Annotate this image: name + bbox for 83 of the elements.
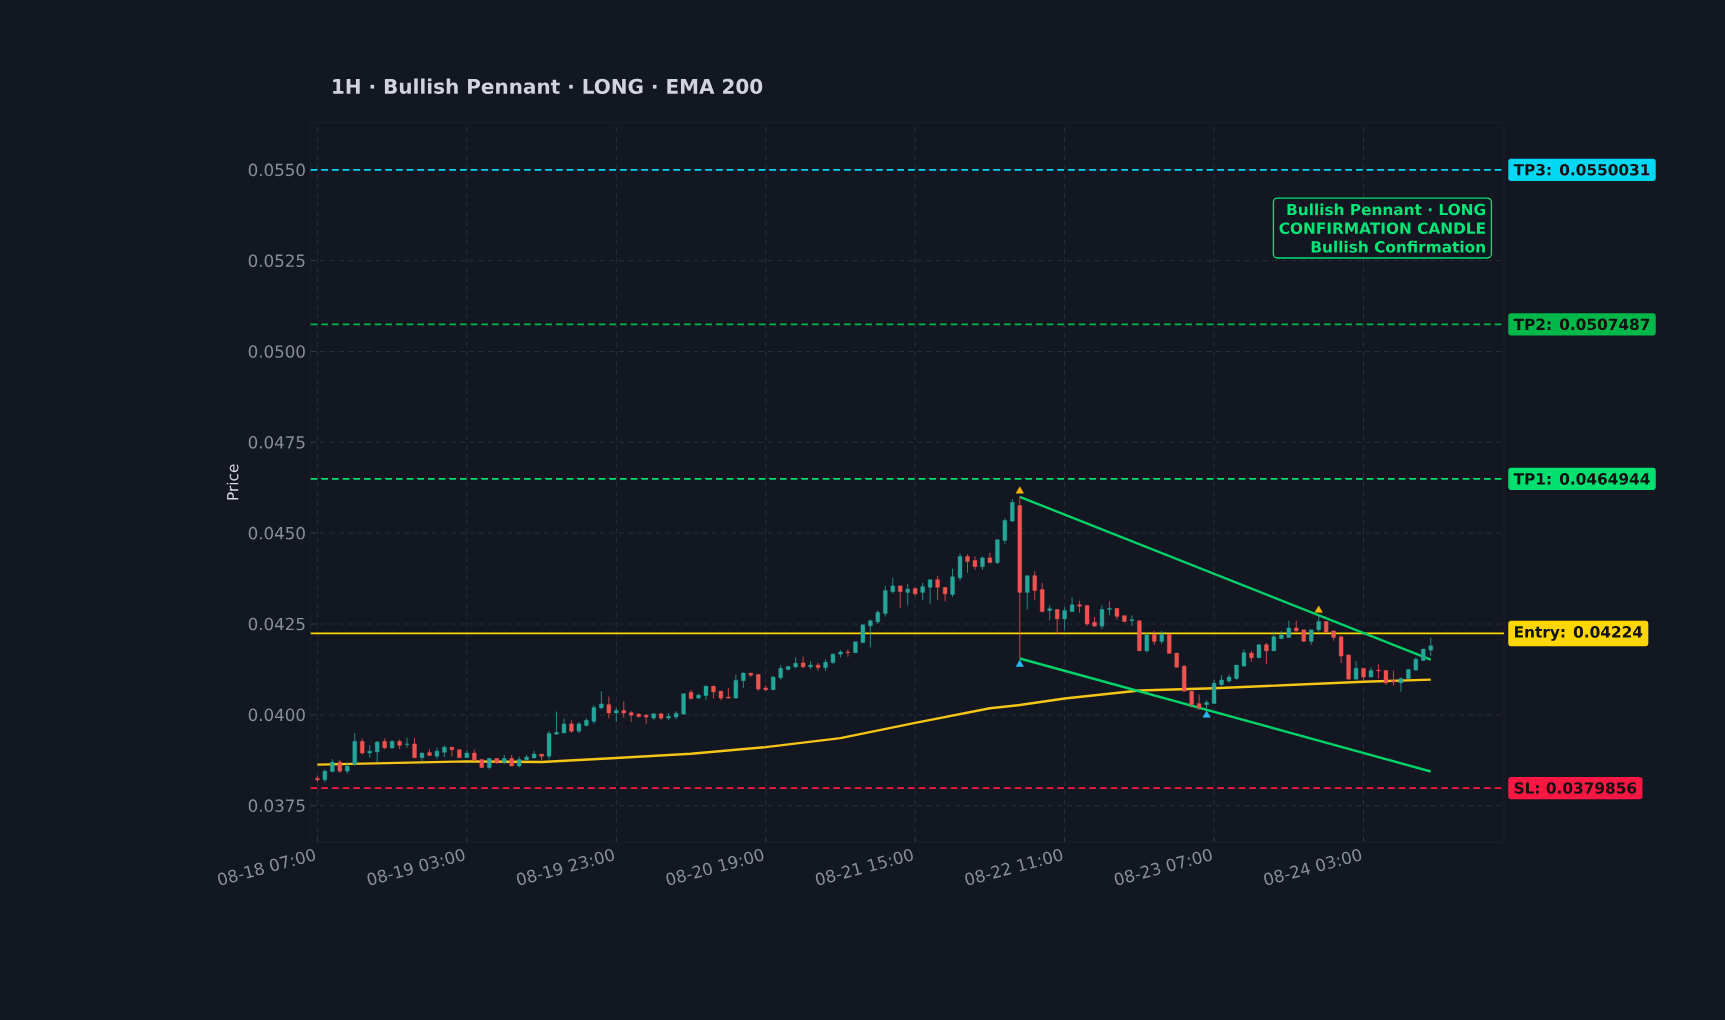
candlestick xyxy=(1398,677,1404,692)
y-tick-label: 0.0425 xyxy=(248,617,305,631)
candlestick xyxy=(1002,517,1007,545)
candlestick xyxy=(815,662,821,672)
y-tick-label: 0.0550 xyxy=(248,163,305,177)
candlestick xyxy=(554,711,559,736)
candlestick xyxy=(1032,570,1037,601)
candlestick xyxy=(367,744,372,759)
candlestick xyxy=(957,553,963,582)
annotation: Bullish Pennant · LONG xyxy=(1287,203,1485,216)
x-tick-label: 08-24 03:00 xyxy=(1264,848,1362,886)
candlestick xyxy=(1376,663,1381,679)
candlestick xyxy=(845,649,851,658)
candlestick xyxy=(898,585,903,609)
candlestick xyxy=(942,586,948,602)
chart-title: 1H · Bullish Pennant · LONG · EMA 200 xyxy=(333,78,763,94)
candlestick xyxy=(1264,642,1269,665)
candlestick xyxy=(673,710,679,720)
y-tick-label: 0.0475 xyxy=(248,436,305,449)
y-tick-label: 0.0400 xyxy=(248,708,305,722)
candlestick xyxy=(1010,498,1015,522)
ref-line-label: TP1: 0.0464944 xyxy=(1513,473,1650,485)
candlestick xyxy=(965,553,970,574)
candlestick xyxy=(1069,596,1075,613)
x-tick-label: 08-21 15:00 xyxy=(815,848,913,886)
candlestick xyxy=(1144,632,1149,654)
candlestick xyxy=(868,619,873,649)
candlestick xyxy=(1211,679,1217,704)
candlestick xyxy=(412,737,417,759)
x-tick-label: 08-19 03:00 xyxy=(367,848,465,886)
candlestick xyxy=(935,575,940,601)
candlestick xyxy=(927,579,933,605)
candlestick xyxy=(987,552,993,564)
y-axis-title: Price xyxy=(226,464,239,500)
candlestick xyxy=(733,674,738,699)
ref-line-label: TP2: 0.0507487 xyxy=(1513,318,1650,331)
x-tick-label: 08-19 23:00 xyxy=(516,848,614,886)
ref-line-label: Entry: 0.04224 xyxy=(1515,626,1643,641)
candlestick xyxy=(1196,694,1202,711)
candlestick xyxy=(546,730,552,760)
candlestick xyxy=(1025,575,1030,610)
candlestick xyxy=(404,737,410,749)
candlestick xyxy=(905,583,910,606)
candlestick xyxy=(972,556,978,571)
candlestick xyxy=(800,655,806,669)
candlestick xyxy=(1062,606,1067,631)
y-tick-label: 0.0375 xyxy=(248,799,305,812)
x-tick-label: 08-23 07:00 xyxy=(1114,848,1212,886)
candlestick xyxy=(434,747,440,760)
candlestick xyxy=(883,585,888,618)
candlestick xyxy=(449,746,455,758)
candlestick xyxy=(1167,633,1172,654)
candlestick xyxy=(1084,605,1090,627)
candlestick xyxy=(1271,631,1276,652)
candlestick xyxy=(1391,670,1396,687)
candlestick xyxy=(1040,582,1045,613)
x-tick-label: 08-22 11:00 xyxy=(965,848,1063,886)
y-tick-label: 0.0500 xyxy=(248,345,305,358)
candlestick xyxy=(1107,600,1112,616)
candlestick xyxy=(591,704,597,725)
candlestick xyxy=(1129,614,1135,627)
ref-line-label: TP3: 0.0550031 xyxy=(1513,163,1650,176)
candlestick xyxy=(1047,605,1052,621)
candlestick xyxy=(1338,636,1344,664)
candlestick xyxy=(995,539,1000,565)
annotation: CONFIRMATION CANDLE xyxy=(1279,222,1485,234)
ref-line-label: SL: 0.0379856 xyxy=(1514,782,1637,794)
candlestick xyxy=(1055,609,1060,635)
x-tick-label: 08-20 19:00 xyxy=(666,848,764,886)
x-tick-label: 08-18 07:00 xyxy=(218,848,316,886)
y-tick-label: 0.0525 xyxy=(248,254,305,267)
candlestick xyxy=(950,568,955,598)
y-tick-label: 0.0450 xyxy=(248,526,305,540)
candlestick xyxy=(1077,600,1082,614)
candlestick xyxy=(1099,605,1105,630)
candlestick xyxy=(352,732,357,767)
candlestick xyxy=(726,687,731,699)
candlestick xyxy=(606,696,611,719)
candlestick xyxy=(1428,637,1433,657)
candlestick xyxy=(1353,660,1359,680)
annotation: Bullish Confirmation xyxy=(1311,240,1485,253)
candlestick xyxy=(681,693,686,716)
candlestick xyxy=(621,700,626,719)
